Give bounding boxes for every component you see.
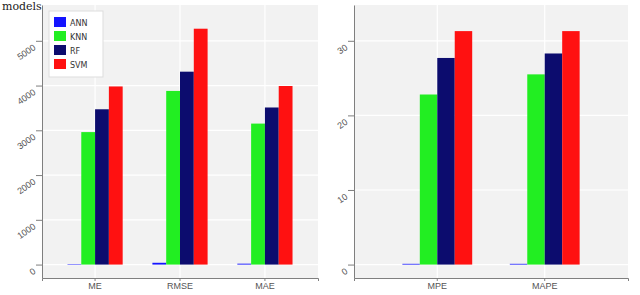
tick-label: ME [88, 281, 102, 291]
legend-swatch [54, 17, 66, 27]
legend-swatch [54, 31, 66, 41]
tick-mark [348, 41, 354, 42]
bar [251, 124, 265, 265]
tick-mark [36, 175, 42, 176]
grid [42, 5, 318, 278]
tick: ME [88, 278, 102, 291]
tick-label: 20 [335, 117, 349, 131]
tick: 4000 [15, 86, 42, 107]
bar [109, 86, 123, 264]
tick-label: 30 [335, 42, 349, 56]
bar [166, 91, 180, 265]
tick-mark [36, 130, 42, 131]
axis-line [354, 6, 355, 279]
bars [402, 31, 579, 264]
chart-root: models. 0 1000 2000 3000 4000 5000 ME RMSE MAE ANN… [0, 0, 640, 295]
tick: 30 [335, 41, 354, 56]
bar [527, 74, 544, 264]
tick: 2000 [15, 176, 42, 197]
tick-label: 4000 [15, 87, 37, 107]
legend-label: SVM [70, 61, 88, 70]
tick-mark [36, 220, 42, 221]
bar [279, 86, 293, 265]
tick: 1000 [15, 220, 42, 241]
panel: 0 1000 2000 3000 4000 5000 ME RMSE MAE ANN KNN RF SV… [15, 5, 318, 291]
x-axis: MPE MAPE [355, 278, 629, 291]
tick: 5000 [15, 41, 42, 62]
tick: MPE [428, 278, 448, 291]
legend-box [49, 11, 103, 77]
tick: MAE [255, 278, 275, 291]
panel: 0 10 20 30 MPE MAPE [335, 5, 628, 291]
bar [420, 95, 437, 265]
bar [510, 263, 527, 265]
bar [81, 132, 95, 264]
tick: 0 [28, 265, 42, 277]
bar [437, 58, 454, 265]
tick-mark [348, 190, 354, 191]
tick: 0 [340, 265, 354, 277]
tick-mark [36, 86, 42, 87]
tick-label: MAPE [532, 281, 558, 291]
tick-label: 2000 [15, 177, 37, 197]
legend-swatch [54, 59, 66, 69]
tick-label: 5000 [15, 42, 37, 62]
legend-label: RF [70, 47, 81, 56]
legend-swatch [54, 45, 66, 55]
caption: models. [2, 0, 45, 13]
axis-line [355, 279, 629, 282]
tick-mark [36, 265, 42, 266]
tick-label: RMSE [167, 281, 193, 291]
bar [562, 31, 579, 264]
bar [95, 109, 109, 264]
tick: MAPE [532, 278, 558, 291]
tick-label: MPE [428, 281, 448, 291]
axis-line [42, 6, 43, 279]
tick-label: MAE [255, 281, 275, 291]
tick-mark [348, 265, 354, 266]
bar [194, 29, 208, 265]
tick: 3000 [15, 131, 42, 152]
legend-label: KNN [70, 33, 87, 42]
grid [354, 5, 628, 278]
legend-label: ANN [70, 19, 87, 28]
bar [152, 263, 166, 265]
bar [402, 263, 419, 265]
tick-label: 0 [340, 266, 350, 277]
x-axis: ME RMSE MAE [43, 278, 319, 291]
y-axis: 0 10 20 30 [335, 6, 354, 279]
grid-line [354, 264, 628, 265]
plot-background [354, 5, 628, 278]
bar [237, 263, 251, 265]
tick: 20 [335, 116, 354, 131]
bar [265, 107, 279, 264]
tick-label: 10 [335, 191, 349, 205]
bar [545, 53, 562, 264]
plot-background [42, 5, 318, 278]
grid-line [354, 189, 628, 190]
y-axis: 0 1000 2000 3000 4000 5000 [15, 6, 42, 279]
bar [455, 31, 472, 264]
bar [180, 72, 194, 265]
tick: 10 [335, 190, 354, 205]
tick: RMSE [167, 278, 193, 291]
tick-label: 1000 [15, 221, 37, 241]
tick-mark [348, 115, 354, 116]
legend: ANN KNN RF SVM [49, 11, 103, 77]
tick-label: 0 [28, 266, 38, 277]
grid-line [354, 115, 628, 116]
grid-line [354, 40, 628, 41]
tick-label: 3000 [15, 132, 37, 152]
bar [67, 264, 81, 265]
tick-mark [36, 41, 42, 42]
